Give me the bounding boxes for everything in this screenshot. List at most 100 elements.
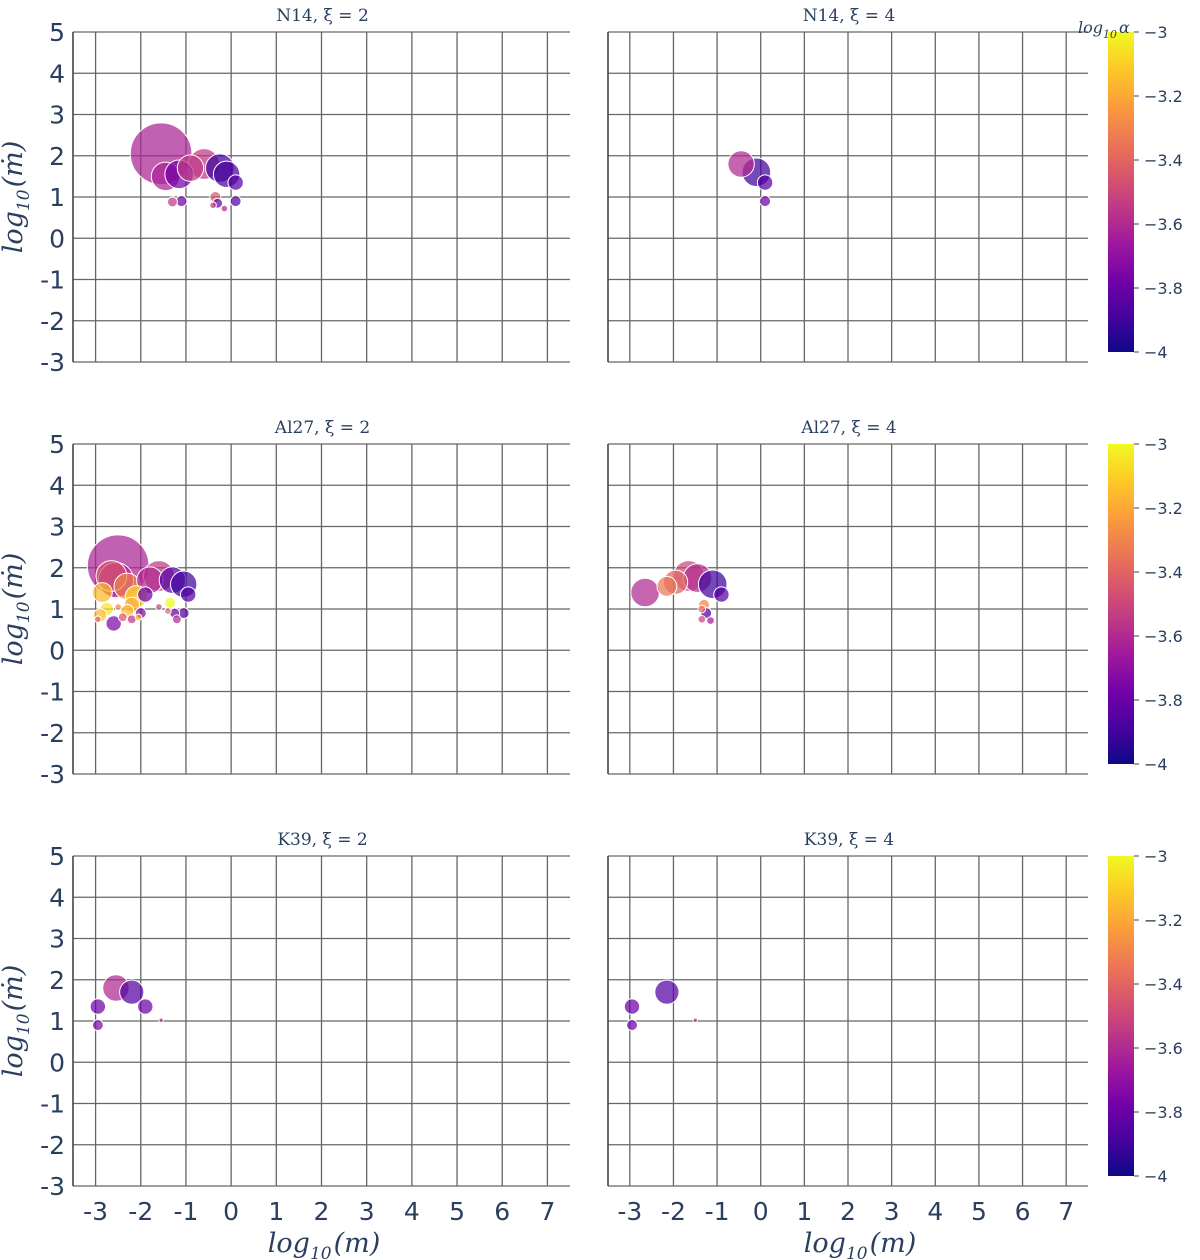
x-tick-label: 0 — [753, 1197, 769, 1226]
y-tick-label: -2 — [40, 307, 65, 336]
data-point — [94, 615, 102, 624]
colorbar-tick-label: −3.4 — [1144, 151, 1183, 170]
data-point — [756, 174, 774, 191]
colorbar-tick-label: −4 — [1144, 343, 1168, 362]
data-point — [209, 201, 217, 210]
colorbar-tick-label: −3.6 — [1144, 1039, 1183, 1058]
data-point — [164, 607, 172, 615]
y-tick-label: 5 — [49, 18, 65, 47]
data-point — [117, 612, 128, 623]
subplot-3: Al27, ξ = 2 5 4 3 2 1 0 -1 -2 -3 — [40, 418, 570, 789]
data-point — [176, 154, 205, 182]
x-tick-label: 5 — [971, 1197, 987, 1226]
data-point — [626, 1019, 638, 1032]
subplot-title: N14, ξ = 4 — [803, 6, 896, 26]
x-tick-label: 7 — [1058, 1197, 1074, 1226]
data-point — [692, 1017, 698, 1023]
colorbar-tick-label: −4 — [1144, 1167, 1168, 1186]
y-tick-label: 0 — [49, 1048, 65, 1077]
colorbar-tick-label: −3.8 — [1144, 691, 1183, 710]
subplot-1: N14, ξ = 2 5 4 3 2 1 0 -1 -2 -3 — [40, 6, 570, 377]
y-tick-label: 1 — [49, 183, 65, 212]
colorbar-tick-label: −3.6 — [1144, 627, 1183, 646]
colorbar-tick-label: −3 — [1144, 435, 1168, 454]
colorbar-tick-label: −3.2 — [1144, 499, 1183, 518]
colorbar-rect — [1108, 856, 1134, 1176]
y-axis-label: log10(ṁ) — [0, 965, 34, 1078]
colorbars: −3 −3.2 −3.4 −3.6 −3.8 −4 −3 −3.2 −3.4 −3.6 −3.8 −4… — [1078, 18, 1183, 1186]
y-tick-label: -3 — [40, 760, 65, 789]
subplot-title: Al27, ξ = 4 — [800, 418, 896, 438]
y-tick-label: 4 — [49, 883, 65, 912]
x-tick-label: 4 — [927, 1197, 943, 1226]
data-point — [180, 586, 197, 603]
colorbar-1: −3 −3.2 −3.4 −3.6 −3.8 −4 — [1108, 23, 1183, 362]
colorbar-tick-label: −4 — [1144, 755, 1168, 774]
data-point — [727, 150, 755, 178]
x-tick-label: 6 — [494, 1197, 510, 1226]
y-axis-label: log10(ṁ) — [0, 553, 34, 666]
x-tick-label: 3 — [884, 1197, 900, 1226]
x-tick-label: 3 — [359, 1197, 375, 1226]
colorbar-tick-label: −3 — [1144, 23, 1168, 42]
colorbar-rect — [1108, 32, 1134, 352]
data-point — [630, 577, 660, 608]
subplot-title: Al27, ξ = 2 — [274, 418, 370, 438]
data-point — [164, 596, 177, 609]
y-tick-label: 3 — [49, 925, 65, 954]
x-tick-label: 6 — [1015, 1197, 1031, 1226]
x-tick-label: 2 — [840, 1197, 856, 1226]
data-point — [759, 195, 772, 208]
data-point — [105, 615, 122, 632]
data-point — [697, 604, 707, 614]
colorbar-tick-label: −3.8 — [1144, 279, 1183, 298]
y-tick-label: -1 — [40, 1090, 65, 1119]
x-tick-label: 5 — [449, 1197, 465, 1226]
data-point — [91, 1019, 104, 1032]
x-tick-label: 1 — [796, 1197, 812, 1226]
data-point — [706, 616, 715, 625]
colorbar-tick-label: −3 — [1144, 847, 1168, 866]
subplot-title: K39, ξ = 2 — [277, 830, 367, 850]
data-point — [166, 196, 178, 208]
y-tick-label: -3 — [40, 1172, 65, 1201]
subplot-title: K39, ξ = 4 — [804, 830, 894, 850]
x-axis-label: log10(m) — [804, 1228, 917, 1260]
subplot-4: Al27, ξ = 4 — [607, 418, 1088, 775]
y-tick-label: 5 — [49, 842, 65, 871]
data-point — [155, 603, 163, 611]
y-tick-label: 4 — [49, 59, 65, 88]
y-tick-label: -2 — [40, 719, 65, 748]
data-point — [114, 603, 122, 611]
y-tick-label: 5 — [49, 430, 65, 459]
x-tick-label: -1 — [705, 1197, 730, 1226]
data-point — [172, 614, 182, 625]
x-tick-label: -2 — [128, 1197, 153, 1226]
axis-labels: log10(m) log10(m) log10(ṁ) log10(ṁ) log10(ṁ) — [0, 141, 916, 1260]
data-point — [623, 998, 641, 1015]
colorbar-tick-label: −3.4 — [1144, 563, 1183, 582]
colorbar-tick-label: −3.6 — [1144, 215, 1183, 234]
x-tick-label: -1 — [173, 1197, 198, 1226]
x-tick-label: -3 — [83, 1197, 108, 1226]
y-tick-label: 3 — [49, 513, 65, 542]
y-tick-label: -1 — [40, 266, 65, 295]
x-axis-label: log10(m) — [268, 1228, 381, 1260]
colorbar-tick-label: −3.2 — [1144, 911, 1183, 930]
y-tick-label: 2 — [49, 966, 65, 995]
data-point — [697, 614, 707, 624]
colorbar-rect — [1108, 444, 1134, 764]
x-tick-label: 7 — [539, 1197, 555, 1226]
y-tick-label: 0 — [49, 224, 65, 253]
colorbar-tick-label: −3.8 — [1144, 1103, 1183, 1122]
y-tick-label: 0 — [49, 636, 65, 665]
data-point — [220, 204, 229, 213]
y-tick-label: 4 — [49, 471, 65, 500]
x-tick-label: -3 — [617, 1197, 642, 1226]
data-point — [134, 613, 143, 622]
y-tick-label: 3 — [49, 101, 65, 130]
data-point — [229, 195, 242, 208]
